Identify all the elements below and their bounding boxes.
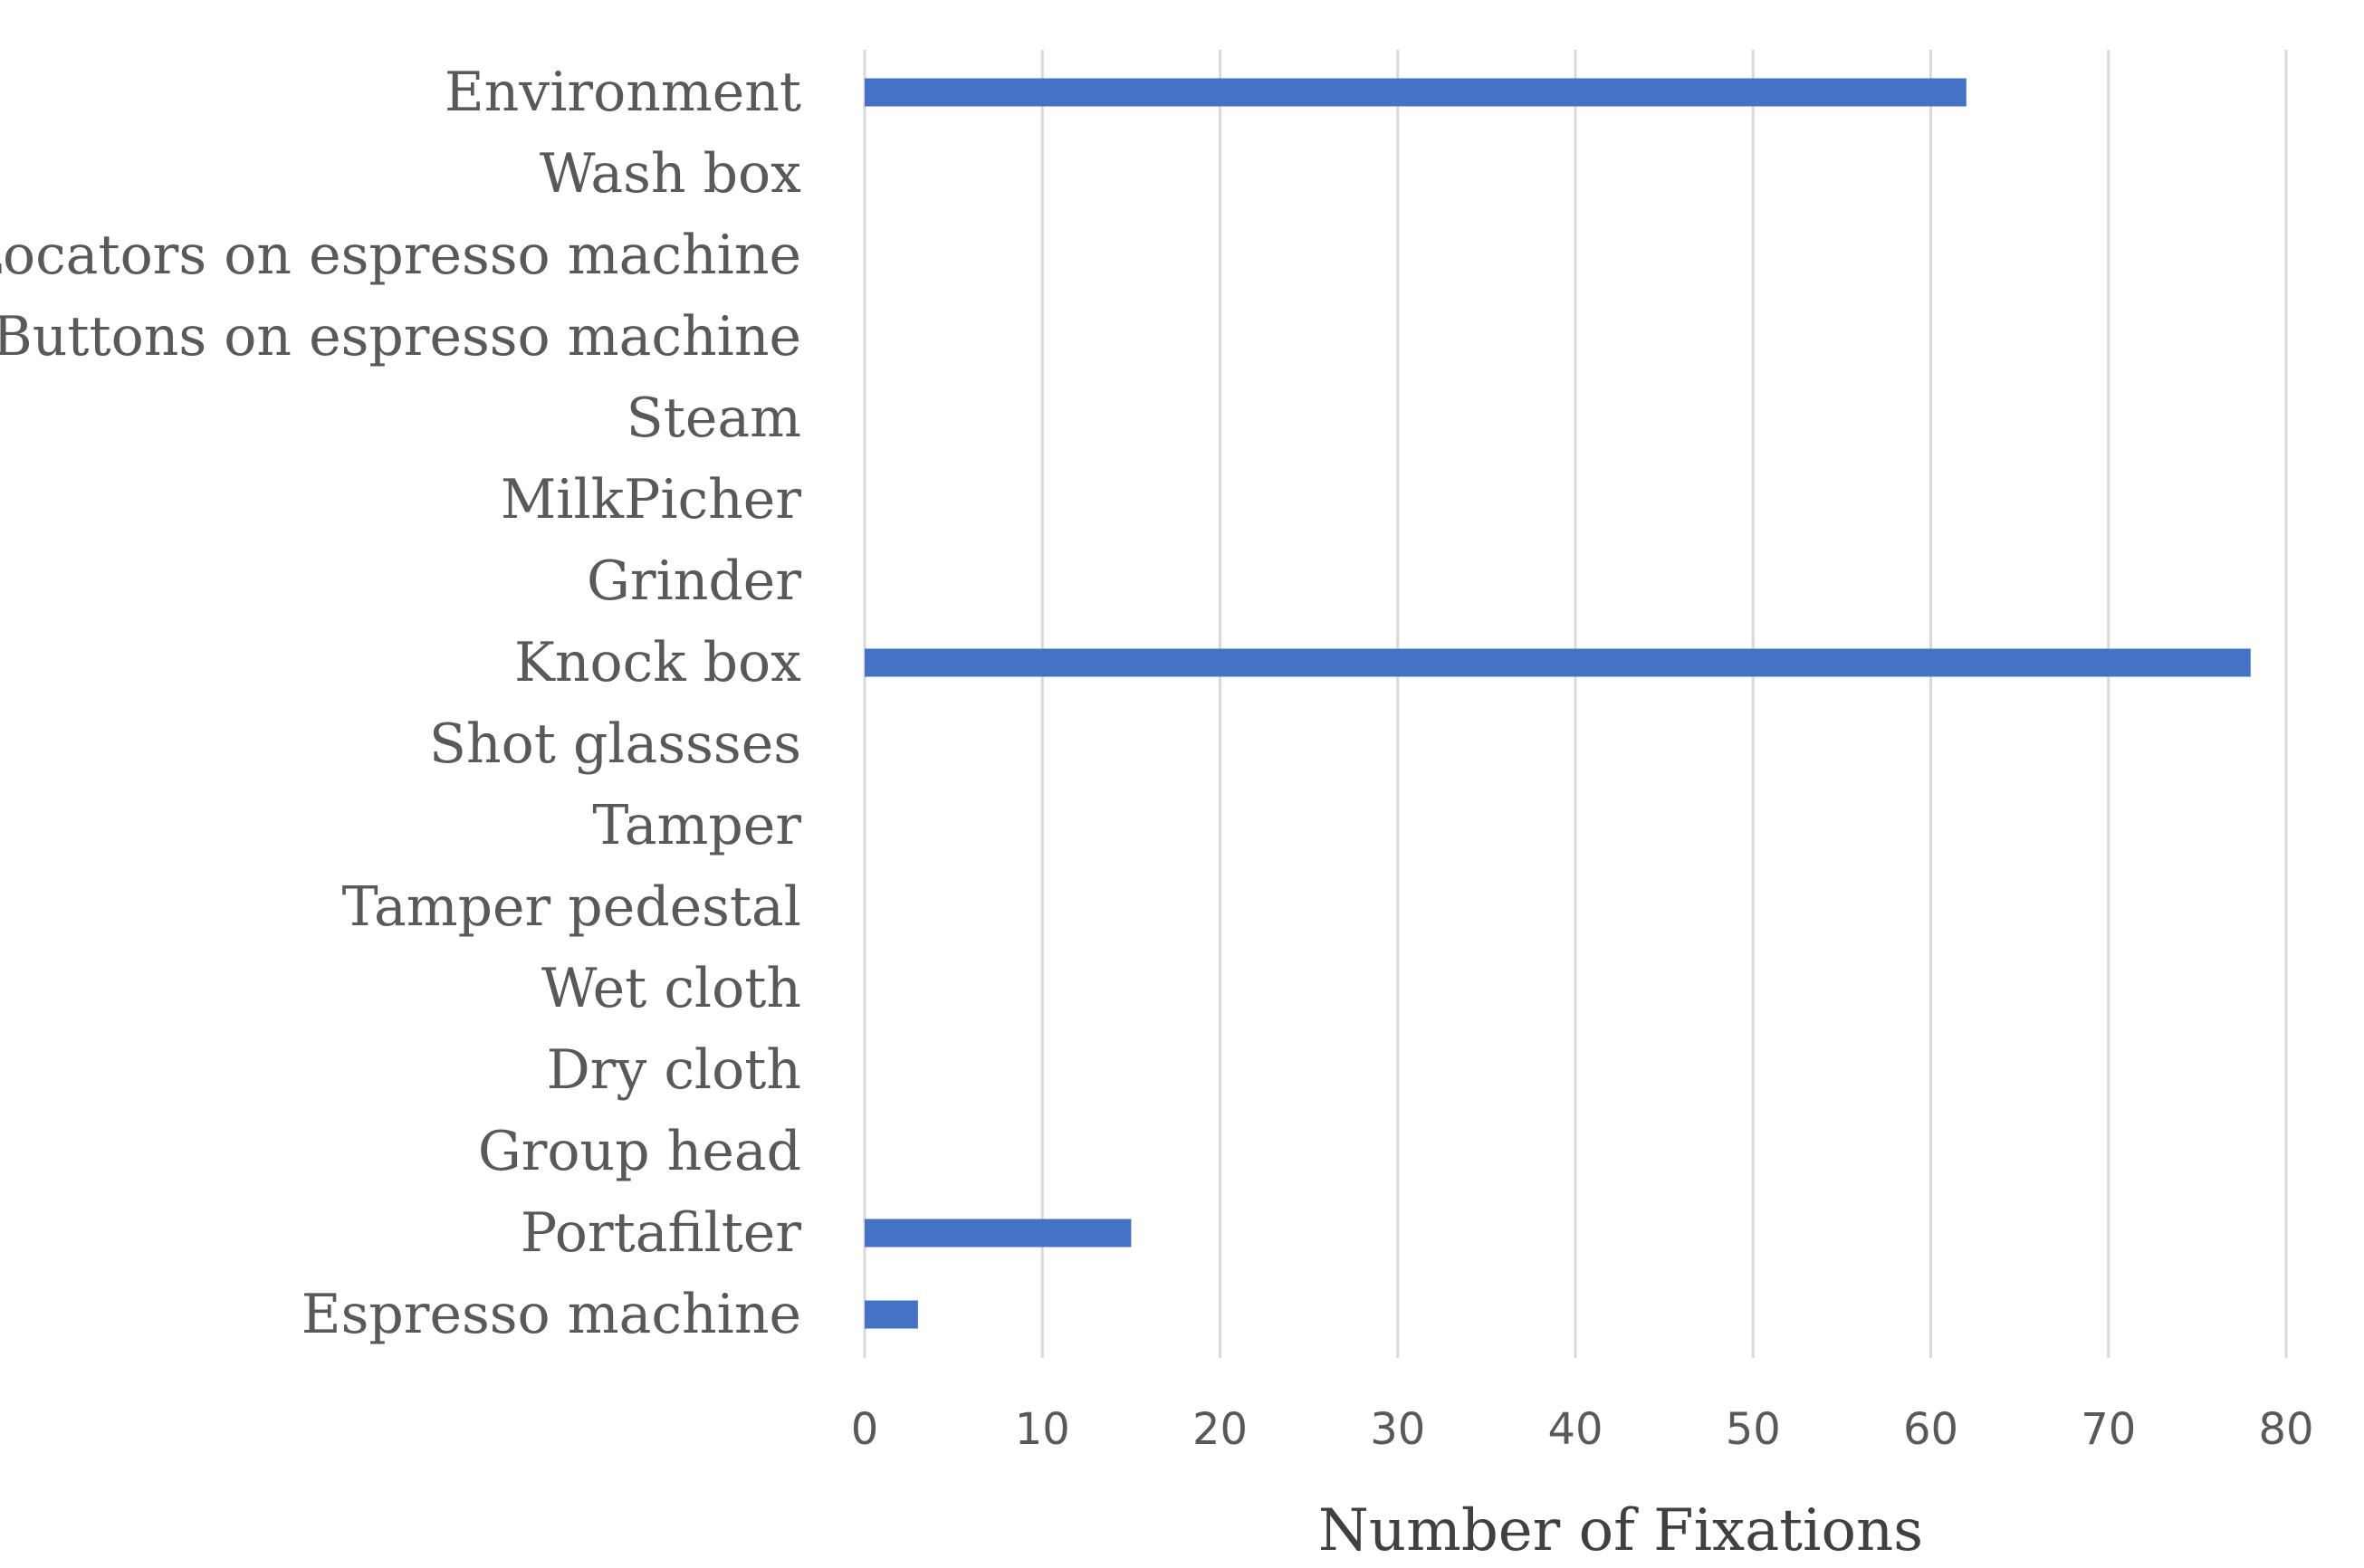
category-label: Grinder	[587, 550, 801, 613]
x-tick-label: 20	[1192, 1404, 1248, 1455]
x-axis-title: Number of Fixations	[1318, 1497, 1923, 1564]
category-label: Tamper	[592, 794, 801, 857]
bar	[865, 1300, 918, 1329]
x-tick-labels: 0 10 20 30 40 50 60 70 80	[851, 1404, 2314, 1455]
gridlines	[863, 50, 2288, 1358]
category-label: Knock box	[514, 631, 801, 694]
bar	[865, 648, 2251, 677]
category-label: Dry cloth	[547, 1038, 801, 1102]
category-label: Portafilter	[521, 1201, 801, 1265]
category-label: Steam	[627, 387, 801, 450]
x-tick-label: 50	[1726, 1404, 1781, 1455]
category-label: MilkPicher	[501, 468, 801, 531]
category-label: Buttons on espresso machine	[0, 305, 801, 368]
x-tick-label: 0	[851, 1404, 879, 1455]
bar	[865, 78, 1967, 107]
category-label: Wash box	[540, 142, 801, 206]
x-tick-label: 60	[1903, 1404, 1958, 1455]
category-label: Wet cloth	[541, 957, 801, 1020]
bars	[865, 78, 2251, 1329]
category-label: Environment	[445, 61, 801, 124]
x-tick-label: 40	[1547, 1404, 1603, 1455]
category-label: Tamper pedestal	[342, 875, 801, 939]
x-tick-label: 30	[1370, 1404, 1425, 1455]
category-labels: Environment Wash box Locators on espresso …	[0, 61, 801, 1346]
category-label: Locators on espresso machine	[0, 224, 801, 287]
x-tick-label: 70	[2081, 1404, 2136, 1455]
category-label: Espresso machine	[301, 1283, 801, 1346]
category-label: Group head	[478, 1120, 801, 1183]
x-tick-label: 10	[1015, 1404, 1070, 1455]
bar	[865, 1219, 1132, 1248]
category-label: Shot glassses	[429, 712, 801, 776]
x-tick-label: 80	[2258, 1404, 2313, 1455]
